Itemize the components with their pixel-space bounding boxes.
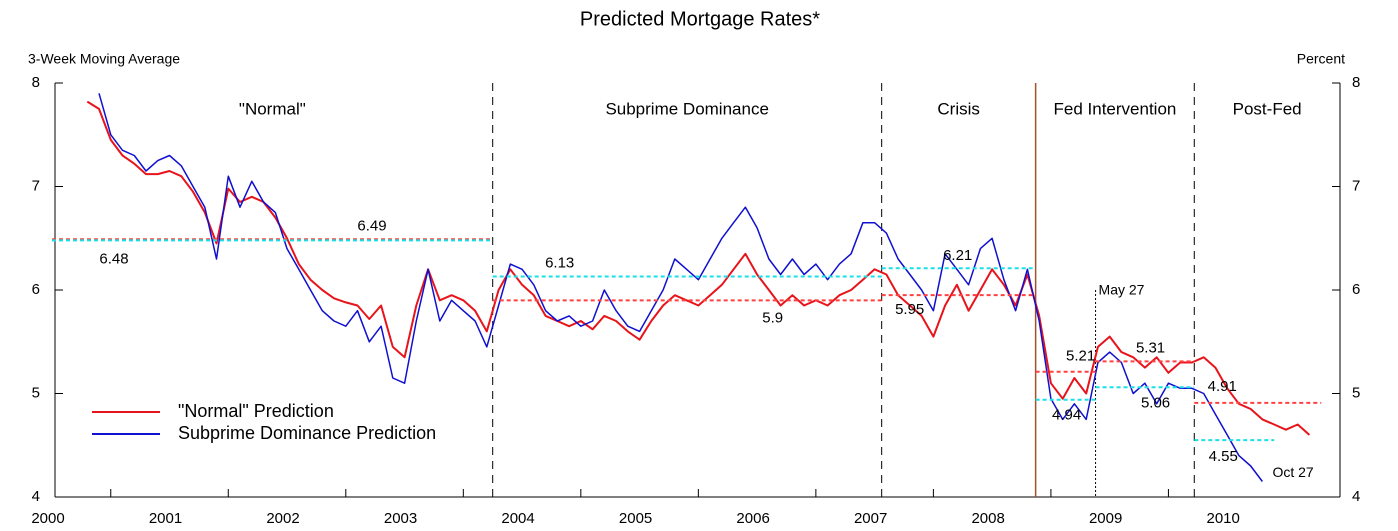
period-label: "Normal" xyxy=(239,99,306,118)
x-tick-label: 2005 xyxy=(619,510,652,527)
y2-tick-label: 7 xyxy=(1352,177,1360,194)
y-tick-label: 4 xyxy=(32,488,40,505)
y2-axis-label: Percent xyxy=(1297,51,1345,67)
x-tick-label: 2003 xyxy=(384,510,417,527)
x-tick-label: 2007 xyxy=(854,510,887,527)
legend-label: "Normal" Prediction xyxy=(178,401,334,421)
x-tick-label: 2000 xyxy=(31,510,64,527)
chart-title: Predicted Mortgage Rates* xyxy=(580,8,820,30)
reference-label: 6.21 xyxy=(943,247,972,264)
y-tick-label: 8 xyxy=(32,74,40,91)
reference-label: 4.94 xyxy=(1052,407,1081,424)
reference-label: 5.9 xyxy=(762,309,783,326)
x-tick-label: 2004 xyxy=(501,510,534,527)
y2-tick-label: 5 xyxy=(1352,384,1360,401)
reference-label: 5.95 xyxy=(895,301,924,318)
period-label: Subprime Dominance xyxy=(605,99,768,118)
x-tick-label: 2009 xyxy=(1089,510,1122,527)
y2-tick-label: 4 xyxy=(1352,488,1360,505)
reference-label: 4.91 xyxy=(1208,378,1237,395)
x-tick-label: 2008 xyxy=(971,510,1004,527)
series-line xyxy=(98,93,1263,482)
y-tick-label: 5 xyxy=(32,384,40,401)
y2-tick-label: 6 xyxy=(1352,281,1360,298)
reference-label: 5.31 xyxy=(1136,339,1165,356)
y-tick-label: 6 xyxy=(32,281,40,298)
x-tick-label: 2006 xyxy=(736,510,769,527)
x-tick-label: 2001 xyxy=(149,510,182,527)
x-tick-label: 2002 xyxy=(266,510,299,527)
reference-label: 4.55 xyxy=(1209,448,1238,465)
y-axis-label: 3-Week Moving Average xyxy=(28,51,180,67)
legend-label: Subprime Dominance Prediction xyxy=(178,423,436,443)
reference-label: 6.48 xyxy=(99,250,128,267)
period-label: Fed Intervention xyxy=(1054,99,1177,118)
y-tick-label: 7 xyxy=(32,177,40,194)
x-tick-label: 2010 xyxy=(1206,510,1239,527)
reference-label: 5.06 xyxy=(1141,394,1170,411)
period-label: Post-Fed xyxy=(1233,99,1302,118)
marker-label: May 27 xyxy=(1099,282,1145,298)
series-line xyxy=(86,100,1311,436)
end-label: Oct 27 xyxy=(1272,464,1313,480)
reference-label: 5.21 xyxy=(1066,348,1095,365)
period-label: Crisis xyxy=(937,99,980,118)
reference-label: 6.13 xyxy=(545,255,574,272)
reference-label: 6.49 xyxy=(357,217,386,234)
y2-tick-label: 8 xyxy=(1352,74,1360,91)
